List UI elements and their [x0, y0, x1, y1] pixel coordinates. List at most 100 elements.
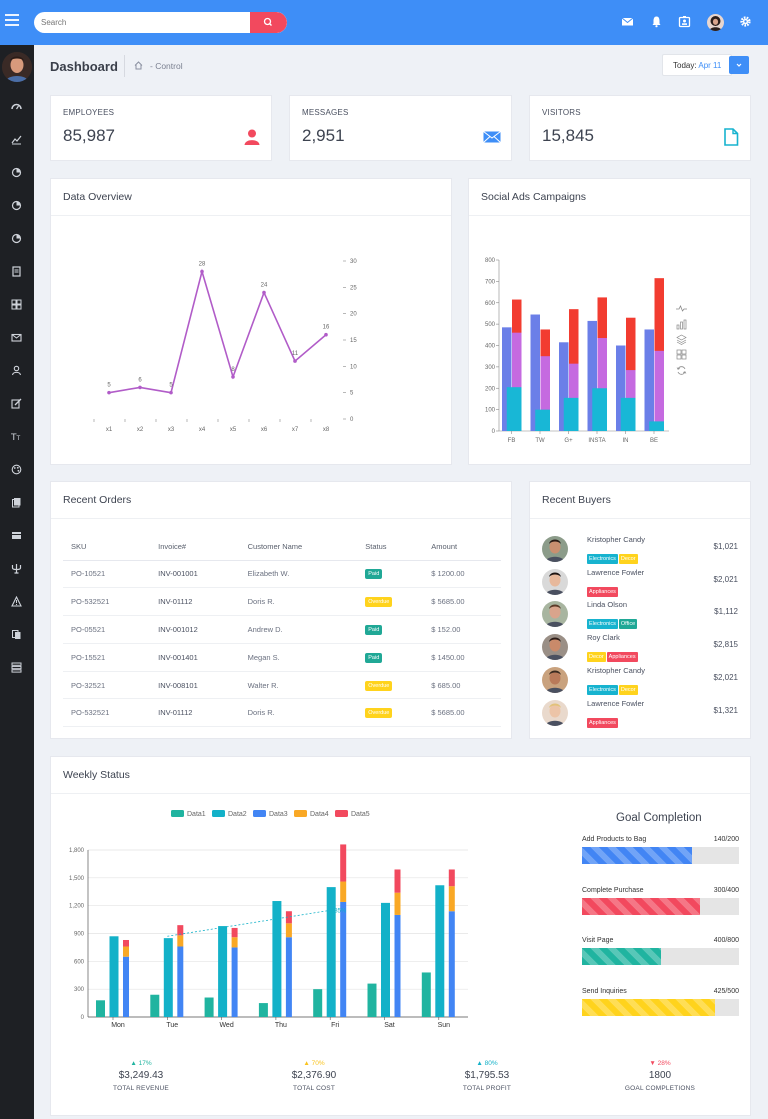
y-tick-label: 400: [485, 344, 496, 350]
bar: [326, 887, 336, 1017]
pages-icon[interactable]: [11, 629, 22, 640]
bar: [540, 409, 550, 431]
progress-bar: [582, 847, 739, 864]
tiled-toggle-icon[interactable]: [676, 349, 687, 360]
pie-chart-icon[interactable]: [11, 200, 22, 211]
hamburger-menu-icon[interactable]: [5, 14, 19, 28]
restore-icon[interactable]: [676, 365, 687, 376]
edit-icon[interactable]: [11, 398, 22, 409]
line-chart-toggle-icon[interactable]: [676, 303, 687, 314]
bar: [448, 869, 455, 887]
user-avatar[interactable]: [707, 14, 724, 31]
palette-icon[interactable]: [11, 464, 22, 475]
recent-buyers-card: Recent Buyers Kristopher Candy $1,021 Elec…: [529, 481, 751, 739]
mail-icon[interactable]: [621, 15, 634, 28]
data-point: [231, 375, 235, 379]
dashboard-gauge-icon[interactable]: [11, 101, 22, 112]
server-stack-icon[interactable]: [11, 662, 22, 673]
status-badge: Overdue: [365, 708, 393, 719]
column-header-invoice[interactable]: Invoice#: [150, 534, 240, 561]
list-item[interactable]: Kristopher Candy $1,021 Electronics Decor: [530, 534, 750, 567]
summary-label: GOAL COMPLETIONS: [624, 1085, 696, 1092]
status-badge: Overdue: [365, 680, 393, 691]
table-row[interactable]: PO-10521 INV-001001 Elizabeth W. Paid $ 1200…: [63, 560, 501, 589]
data-label: 5: [169, 383, 173, 389]
column-header-customer[interactable]: Customer Name: [239, 534, 358, 561]
amount-cell: $ 1450.00: [423, 643, 501, 672]
table-row[interactable]: PO-32521 INV-008101 Walter R. Overdue $ 685.…: [63, 671, 501, 700]
goal-value: 425/500: [713, 987, 739, 995]
column-header-sku[interactable]: SKU: [63, 534, 151, 561]
data-label: 11: [292, 351, 299, 357]
date-display[interactable]: Today: Apr 11: [662, 54, 732, 76]
list-item[interactable]: Roy Clark $2,815 Decor Appliances: [530, 632, 750, 665]
social-ads-card: Social Ads Campaigns 0 100 200 300 400 500 600…: [468, 178, 751, 465]
bar: [285, 923, 292, 938]
bar: [512, 387, 522, 431]
search-input[interactable]: [34, 12, 250, 33]
data-label: 6: [138, 377, 142, 383]
list-item[interactable]: Lawrence Fowler $2,021 Appliances: [530, 567, 750, 600]
bar-chart-toggle-icon[interactable]: [676, 319, 687, 330]
status-badge: Overdue: [365, 597, 393, 608]
table-icon[interactable]: [11, 530, 22, 541]
y-tick-label: 100: [485, 408, 496, 414]
line-chart-icon[interactable]: [11, 134, 22, 145]
settings-gear-icon[interactable]: [739, 15, 752, 28]
x-tick-label: FB: [508, 438, 516, 444]
document-icon[interactable]: [11, 266, 22, 277]
summary-stat: ▲ 80% $1,795.53 TOTAL PROFIT: [427, 1060, 547, 1092]
search-button[interactable]: [250, 12, 287, 33]
bell-icon[interactable]: [650, 15, 663, 28]
bar: [177, 925, 184, 936]
bar: [231, 947, 238, 1017]
home-icon[interactable]: [134, 61, 143, 70]
bar: [340, 901, 347, 1017]
grid-icon[interactable]: [11, 299, 22, 310]
table-row[interactable]: PO-532521 INV-01112 Doris R. Overdue $ 5685.…: [63, 698, 501, 728]
summary-label: TOTAL PROFIT: [462, 1085, 512, 1092]
card-header: Social Ads Campaigns: [469, 179, 750, 216]
page-header: Dashboard - Control Today: Apr 11: [34, 45, 768, 89]
x-tick-label: x8: [323, 427, 330, 433]
table-row[interactable]: PO-15521 INV-001401 Megan S. Paid $ 1450.00: [63, 643, 501, 672]
bar: [150, 994, 160, 1017]
bar: [285, 937, 292, 1017]
x-tick-label: Sat: [384, 1022, 395, 1029]
stat-card-employees: EMPLOYEES 85,987: [50, 95, 272, 161]
buyer-name: Lawrence Fowler: [587, 567, 645, 577]
user-icon[interactable]: [11, 365, 22, 376]
copy-icon[interactable]: [11, 497, 22, 508]
bar: [421, 972, 431, 1017]
warning-icon[interactable]: [11, 596, 22, 607]
y-tick-label: 600: [74, 959, 85, 965]
list-item[interactable]: Lawrence Fowler $1,321 Appliances: [530, 698, 750, 731]
x-tick-label: x2: [137, 427, 144, 433]
buyer-amount: $2,815: [713, 640, 738, 650]
column-header-status[interactable]: Status: [357, 534, 424, 561]
list-item[interactable]: Kristopher Candy $2,021 Electronics Decor: [530, 665, 750, 698]
mail-icon[interactable]: [11, 332, 22, 343]
column-header-amount[interactable]: Amount: [423, 534, 501, 561]
stat-value: 85,987: [63, 126, 115, 145]
table-row[interactable]: PO-05521 INV-001012 Andrew D. Paid $ 152.00: [63, 615, 501, 644]
pie-chart-icon[interactable]: [11, 167, 22, 178]
stack-toggle-icon[interactable]: [676, 334, 687, 345]
list-item[interactable]: Linda Olson $1,112 Electronics Office: [530, 599, 750, 632]
customer-cell: Walter R.: [239, 671, 358, 700]
buyer-name: Kristopher Candy: [587, 665, 645, 675]
legend-swatch: [253, 810, 266, 817]
breadcrumb[interactable]: - Control: [150, 61, 183, 71]
pie-chart-icon[interactable]: [11, 233, 22, 244]
date-dropdown-button[interactable]: [729, 56, 749, 74]
contact-card-icon[interactable]: [678, 15, 691, 28]
trident-icon[interactable]: [11, 563, 22, 574]
buyer-amount: $1,321: [713, 705, 738, 715]
invoice-cell: INV-001001: [150, 560, 240, 589]
y-tick-label: 200: [485, 386, 496, 392]
goal-item: Complete Purchase 300/400: [582, 887, 739, 917]
x-tick-label: Thu: [275, 1022, 287, 1029]
sidebar-avatar[interactable]: [2, 52, 32, 82]
table-row[interactable]: PO-532521 INV-01112 Doris R. Overdue $ 5685.…: [63, 587, 501, 617]
